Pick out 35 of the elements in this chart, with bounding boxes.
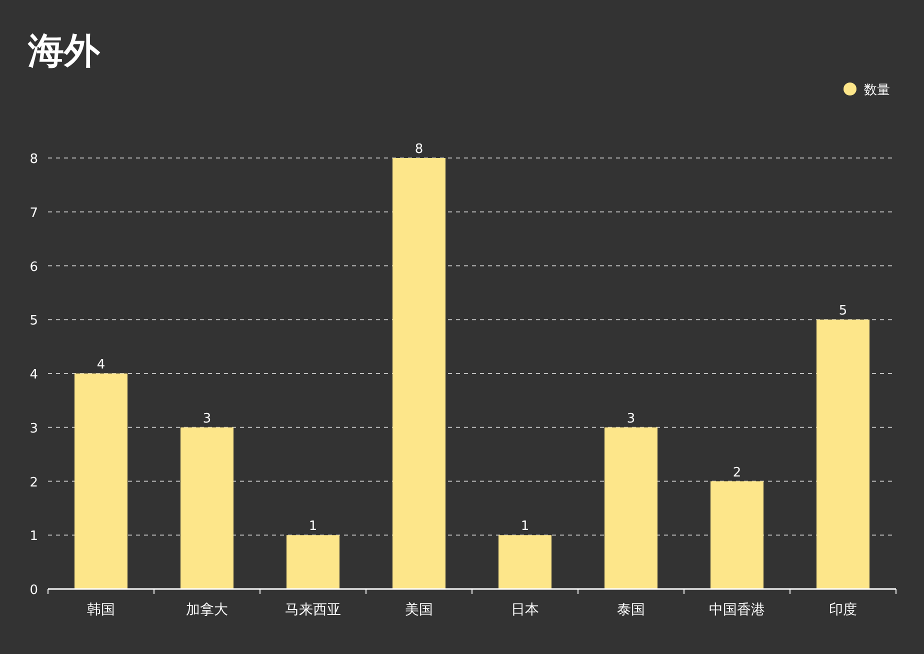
y-tick-label: 3: [30, 421, 38, 436]
x-tick-label: 加拿大: [186, 602, 228, 618]
y-tick-label: 5: [30, 314, 38, 329]
bar: [816, 320, 870, 589]
y-tick-label: 6: [30, 260, 38, 275]
y-tick-label: 8: [30, 152, 38, 167]
bar: [392, 158, 446, 589]
y-tick-label: 1: [30, 529, 38, 544]
x-tick-label: 韩国: [87, 602, 115, 618]
bar: [286, 535, 340, 589]
bar: [604, 427, 658, 589]
y-tick-label: 2: [30, 475, 38, 490]
data-label: 8: [414, 142, 424, 157]
data-label: 1: [520, 519, 530, 534]
legend-label: 数量: [864, 83, 890, 98]
bar: [710, 481, 764, 589]
data-label: 2: [732, 465, 742, 480]
y-tick-label: 0: [30, 583, 38, 598]
x-tick-label: 印度: [829, 602, 857, 618]
x-tick-label: 泰国: [617, 602, 645, 618]
x-tick-label: 中国香港: [709, 602, 765, 618]
y-tick-label: 4: [30, 368, 38, 382]
x-tick-label: 马来西亚: [285, 602, 341, 618]
bar: [180, 427, 234, 589]
data-label: 4: [96, 358, 106, 372]
bar: [74, 374, 128, 589]
data-label: 3: [626, 411, 636, 426]
data-label: 1: [308, 519, 318, 534]
bar: [498, 535, 552, 589]
y-tick-label: 7: [30, 206, 38, 221]
x-tick-label: 美国: [405, 602, 433, 618]
data-label: 5: [838, 304, 848, 319]
data-label: 3: [202, 411, 212, 426]
x-tick-label: 日本: [511, 602, 539, 618]
chart-title: 海外: [27, 31, 101, 72]
